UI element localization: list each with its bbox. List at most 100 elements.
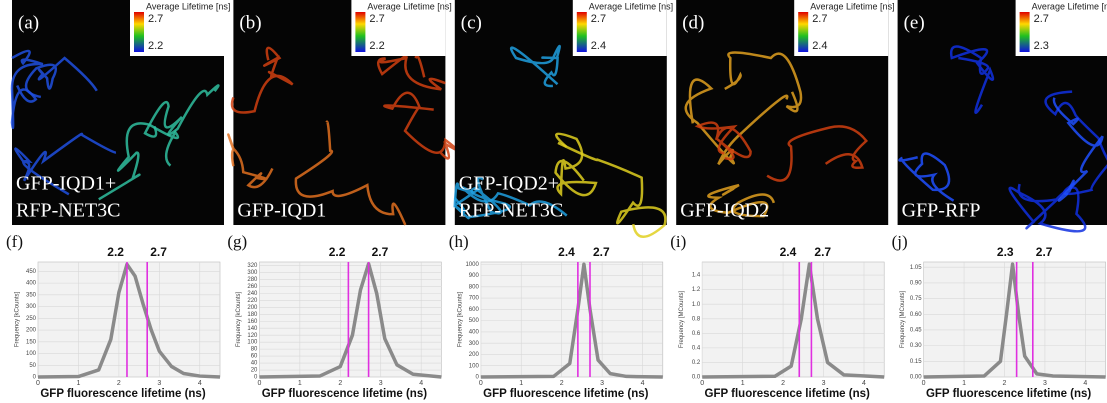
y-tick-label: 0.45 <box>910 328 922 334</box>
caption: RFP-NET3C <box>459 200 563 222</box>
colorbar-min: 2.3 <box>1034 40 1049 52</box>
x-tick-label: 4 <box>419 380 423 387</box>
cell-outline <box>1052 97 1104 202</box>
colorbar-max: 2.7 <box>591 13 606 25</box>
cell-outline <box>898 152 955 202</box>
caption: GFP-IQD1+ <box>16 173 116 195</box>
colorbar-title: Average Lifetime [ns] <box>146 1 230 11</box>
x-axis-label: GFP fluorescence lifetime (ns) <box>40 388 205 400</box>
lifetime-marker-label: 2.7 <box>372 245 389 259</box>
y-axis-label: Frequency [kCounts] <box>457 291 463 347</box>
y-tick-label: 140 <box>247 326 258 332</box>
panel-label: (g) <box>227 232 247 251</box>
caption: GFP-IQD1 <box>237 200 326 222</box>
y-tick-label: 1.4 <box>692 273 701 279</box>
lifetime-marker-label: 2.2 <box>107 245 124 259</box>
colorbar <box>798 12 809 52</box>
y-tick-label: 400 <box>469 329 480 335</box>
colorbar-box <box>794 0 889 56</box>
y-tick-label: 300 <box>26 304 37 310</box>
lifetime-marker-label: 2.7 <box>593 245 610 259</box>
caption: RFP-NET3C <box>16 200 120 222</box>
cell-outline <box>554 132 598 197</box>
colorbar-max: 2.7 <box>1034 13 1049 25</box>
colorbar-box <box>572 0 667 56</box>
cell-outline <box>949 45 995 114</box>
cell-outline <box>707 183 776 218</box>
colorbar <box>1019 12 1030 52</box>
cell-outline <box>10 49 44 130</box>
cell-outline <box>684 78 789 166</box>
histogram-curve <box>480 262 663 379</box>
colorbar-min: 2.4 <box>812 40 827 52</box>
plot-area <box>259 261 442 378</box>
colorbar-box <box>1015 0 1107 56</box>
y-tick-label: 0 <box>33 375 37 381</box>
y-axis-label: Frequency [MCounts] <box>900 290 906 348</box>
y-tick-label: 120 <box>247 333 258 339</box>
y-tick-label: 260 <box>247 284 258 290</box>
x-tick-label: 3 <box>600 380 604 387</box>
y-tick-label: 1.0 <box>692 302 701 308</box>
x-tick-label: 3 <box>157 380 161 387</box>
panel-label: (j) <box>892 232 908 251</box>
colorbar-max: 2.7 <box>812 13 827 25</box>
y-tick-label: 20 <box>251 368 258 374</box>
y-tick-label: 700 <box>469 296 480 302</box>
histogram-curve <box>923 262 1106 379</box>
colorbar-title: Average Lifetime [ns] <box>810 1 894 11</box>
colorbar-box <box>351 0 446 56</box>
panel-label: (a) <box>18 12 39 33</box>
y-tick-label: 180 <box>247 312 258 318</box>
x-tick-label: 0 <box>700 380 704 387</box>
y-tick-label: 200 <box>247 305 258 311</box>
colorbar-box <box>130 0 224 56</box>
y-tick-label: 400 <box>26 281 37 287</box>
panel-label: (f) <box>6 232 23 251</box>
x-axis-label: GFP fluorescence lifetime (ns) <box>483 388 648 400</box>
y-tick-label: 0.6 <box>692 331 701 337</box>
y-tick-label: 300 <box>469 341 480 347</box>
y-tick-label: 100 <box>247 340 258 346</box>
y-tick-label: 0.4 <box>692 345 701 351</box>
x-tick-label: 2 <box>781 380 785 387</box>
x-tick-label: 0 <box>36 380 40 387</box>
plot-area <box>37 261 221 378</box>
panel-label: (b) <box>239 12 261 33</box>
lifetime-marker-label: 2.3 <box>997 245 1014 259</box>
y-tick-label: 0 <box>475 375 479 381</box>
lifetime-marker-label: 2.2 <box>329 245 346 259</box>
x-tick-label: 0 <box>479 380 483 387</box>
cell-outline <box>230 46 294 114</box>
colorbar-min: 2.2 <box>369 40 384 52</box>
y-tick-label: 250 <box>26 316 37 322</box>
y-tick-label: 1000 <box>465 262 479 268</box>
y-tick-label: 0.15 <box>910 359 922 365</box>
y-tick-label: 280 <box>247 277 258 283</box>
histogram-curve <box>702 262 885 379</box>
cell-outline <box>294 120 407 226</box>
y-tick-label: 240 <box>247 291 258 297</box>
colorbar-max: 2.7 <box>369 13 384 25</box>
x-tick-label: 3 <box>822 380 826 387</box>
lifetime-marker-label: 2.4 <box>558 245 575 259</box>
x-tick-label: 3 <box>379 380 383 387</box>
y-tick-label: 300 <box>247 270 258 276</box>
y-tick-label: 200 <box>26 328 37 334</box>
x-tick-label: 4 <box>641 380 645 387</box>
cell-outline <box>557 141 667 239</box>
lifetime-marker-label: 2.7 <box>1036 245 1053 259</box>
y-tick-label: 600 <box>469 307 480 313</box>
panel-label: (e) <box>904 12 925 33</box>
x-tick-label: 4 <box>1083 380 1087 387</box>
caption: GFP-RFP <box>902 200 981 222</box>
colorbar-title: Average Lifetime [ns] <box>1032 1 1107 11</box>
caption: GFP-IQD2+ <box>459 173 559 195</box>
lifetime-marker-label: 2.7 <box>814 245 831 259</box>
y-tick-label: 100 <box>26 351 37 357</box>
y-tick-label: 0.75 <box>910 296 922 302</box>
y-tick-label: 40 <box>251 361 258 367</box>
x-tick-label: 0 <box>257 380 261 387</box>
lifetime-marker-label: 2.7 <box>150 245 167 259</box>
